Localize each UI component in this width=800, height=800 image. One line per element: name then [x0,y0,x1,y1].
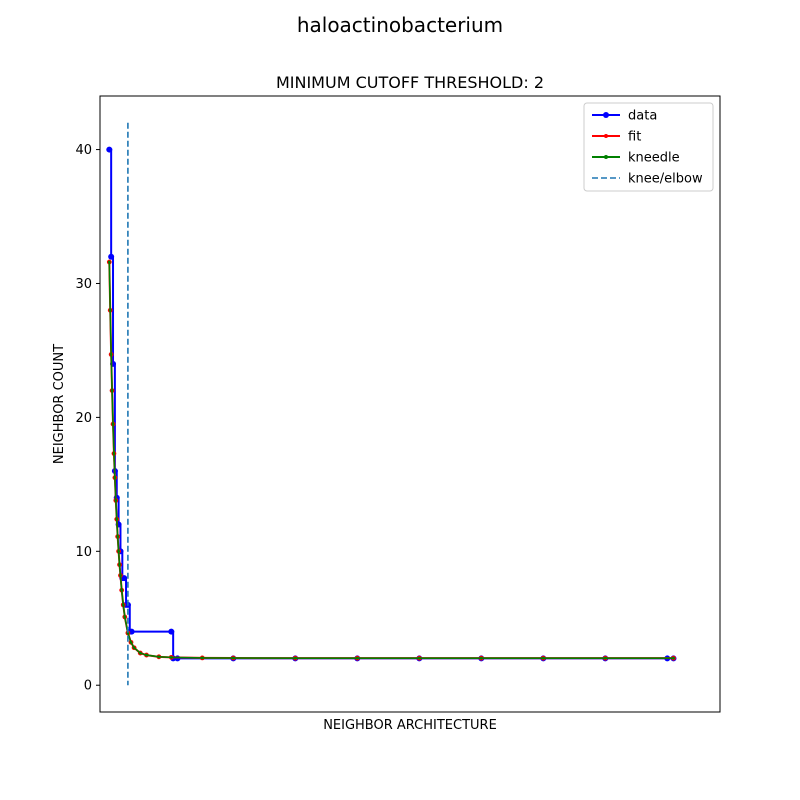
kneedle-point [116,535,120,538]
data-point [108,253,115,260]
y-tick-label: 0 [84,679,92,694]
y-tick-label: 20 [75,411,92,426]
data-line [109,148,674,660]
kneedle-line [108,262,674,659]
x-axis-label: NEIGHBOR ARCHITECTURE [323,718,497,733]
series-layer [106,122,677,686]
legend-swatch-marker [604,134,608,138]
legend-entry: data [592,109,657,124]
legend-entry: kneedle [592,151,680,166]
legend-entry: knee/elbow [592,172,703,187]
axes-frame [99,95,721,713]
kneedle-point [200,656,204,660]
y-tick-label: 10 [75,545,92,560]
kneedle-point [119,574,122,577]
kneedle-point [108,308,112,312]
kneedle-point [112,452,116,455]
legend-box [583,102,714,192]
kneedle-point [113,476,117,480]
legend-swatch-marker [603,112,609,118]
kneedle-point [123,615,127,619]
legend-entry: fit [592,130,641,145]
kneedle-point [157,655,161,659]
kneedle-point [541,656,545,660]
kneedle-point [114,499,118,502]
kneedle-point [603,656,607,660]
kneedle-point [145,653,148,657]
legend-label: fit [628,130,641,145]
kneedle-point [132,646,136,650]
kneedle-point [115,517,119,521]
kneedle-point [109,353,113,356]
y-axis-label: NEIGHBOR COUNT [52,344,67,464]
kneedle-point [117,549,120,553]
y-tick-label: 30 [75,277,92,292]
legend-swatch-marker [604,155,608,159]
kneedle-point [110,389,114,393]
data-point [106,146,113,153]
data-point [168,628,175,635]
plot-area [106,122,677,686]
kneedle-point [479,656,483,660]
kneedle-point [120,588,124,592]
legend-label: knee/elbow [628,172,703,187]
legend: data fit kneedle knee/elbow [583,102,714,192]
data-point [121,575,128,582]
kneedle-point [231,656,235,660]
figure-suptitle: haloactinobacterium [297,13,503,37]
kneedle-point [138,651,142,655]
kneedle-point [129,640,133,644]
legend-label: kneedle [628,151,680,166]
kneedle-point [355,656,359,660]
kneedle-point [672,656,675,660]
y-tick-label: 40 [75,143,92,158]
kneedle-point [169,655,173,659]
kneedle-point [118,563,121,567]
fit-line [108,262,674,660]
chart-title: MINIMUM CUTOFF THRESHOLD: 2 [276,73,544,92]
kneedle-point [121,603,125,607]
kneedle-point [111,422,115,426]
y-axis: 0 10 20 30 40 [75,143,100,694]
legend-label: data [628,109,657,124]
kneedle-point [107,260,111,264]
kneedle-point [417,656,421,660]
kneedle-point [293,656,297,660]
